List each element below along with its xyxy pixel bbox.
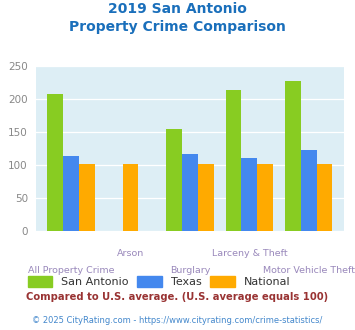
Bar <box>301 150 317 231</box>
Bar <box>182 154 198 231</box>
Text: © 2025 CityRating.com - https://www.cityrating.com/crime-statistics/: © 2025 CityRating.com - https://www.city… <box>32 316 323 325</box>
Bar <box>79 164 95 231</box>
Text: Larceny & Theft: Larceny & Theft <box>212 249 287 258</box>
Bar <box>317 164 333 231</box>
Bar <box>122 164 138 231</box>
Text: Burglary: Burglary <box>170 266 210 275</box>
Text: Property Crime Comparison: Property Crime Comparison <box>69 20 286 34</box>
Text: Motor Vehicle Theft: Motor Vehicle Theft <box>263 266 355 275</box>
Text: 2019 San Antonio: 2019 San Antonio <box>108 2 247 16</box>
Bar <box>225 90 241 231</box>
Bar <box>241 158 257 231</box>
Bar <box>198 164 214 231</box>
Bar <box>257 164 273 231</box>
Text: Arson: Arson <box>117 249 144 258</box>
Bar <box>166 129 182 231</box>
Legend: San Antonio, Texas, National: San Antonio, Texas, National <box>23 271 295 291</box>
Bar <box>47 94 63 231</box>
Bar <box>63 156 79 231</box>
Text: All Property Crime: All Property Crime <box>28 266 114 275</box>
Text: Compared to U.S. average. (U.S. average equals 100): Compared to U.S. average. (U.S. average … <box>26 292 329 302</box>
Bar <box>285 81 301 231</box>
